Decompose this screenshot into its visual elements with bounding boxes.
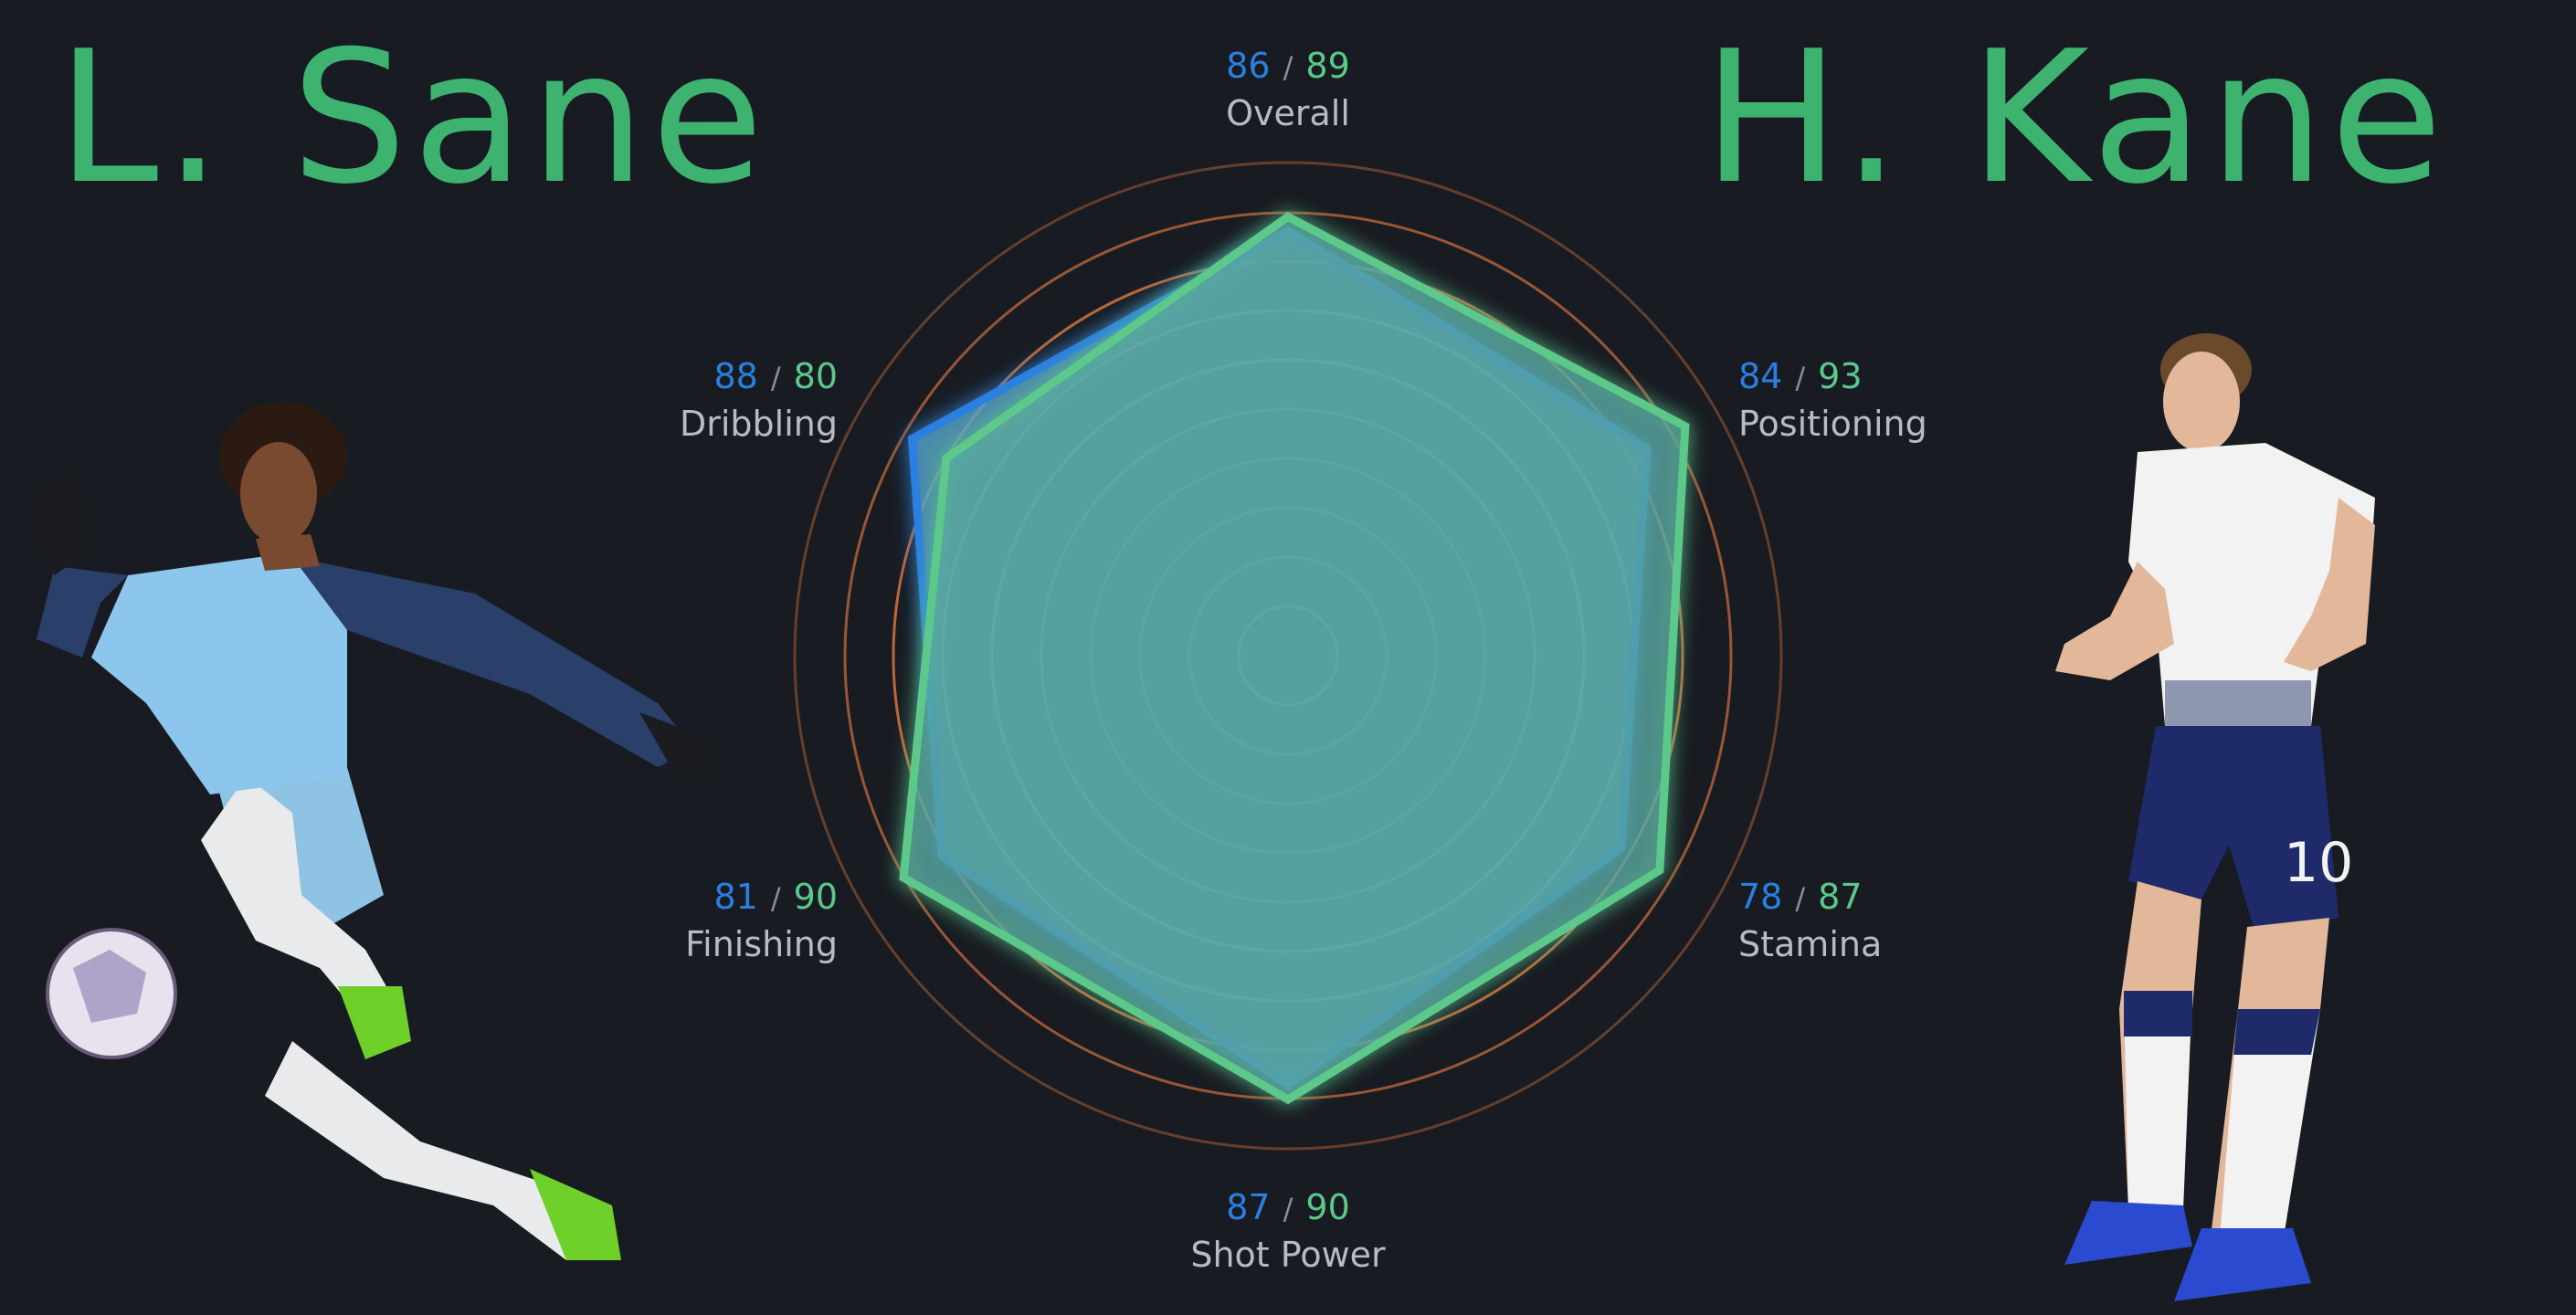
value-separator: / [1795,881,1806,916]
player1-value: 88 [713,356,758,396]
player1-value: 81 [713,877,758,917]
axis-label-positioning: 84 / 93 Positioning [1738,354,2104,447]
radar-polygons [899,212,1690,1105]
value-separator: / [1795,361,1806,395]
value-separator: / [1283,50,1293,85]
player2-photo: 10 [2055,333,2375,1301]
axis-values: 84 / 93 [1738,354,2104,400]
axis-label-overall: 86 / 89 Overall [1105,44,1471,137]
player2-value: 90 [793,877,838,917]
axis-values: 78 / 87 [1738,875,2104,920]
player2-value: 89 [1305,46,1350,86]
axis-name: Positioning [1738,404,1927,444]
player2-value: 93 [1818,356,1863,396]
player2-value: 80 [793,356,838,396]
player2-value: 90 [1305,1187,1350,1227]
player2-name: H. Kane [1702,12,2448,225]
axis-values: 87 / 90 [1105,1185,1471,1231]
player2-figure: 10 [2055,333,2375,1301]
value-separator: / [770,881,781,916]
axis-label-dribbling: 88 / 80 Dribbling [472,354,838,447]
axis-name: Overall [1226,93,1350,133]
player1-figure [27,402,722,1260]
axis-name: Shot Power [1190,1235,1386,1275]
axis-name: Stamina [1738,924,1883,964]
axis-label-finishing: 81 / 90 Finishing [472,875,838,968]
player1-photo [27,402,722,1260]
axis-values: 86 / 89 [1105,44,1471,89]
radar-ring-1 [793,161,1783,1151]
player1-value: 78 [1738,877,1783,917]
svg-text:10: 10 [2284,831,2353,895]
axis-values: 81 / 90 [472,875,839,920]
value-separator: / [1283,1192,1293,1226]
player1-value: 87 [1226,1187,1271,1227]
player1-value: 86 [1226,46,1271,86]
axis-name: Dribbling [679,404,838,444]
player1-name: L. Sane [57,12,769,225]
player2-value: 87 [1818,877,1863,917]
radar-series-2 [899,212,1690,1105]
axis-label-shot-power: 87 / 90 Shot Power [1105,1185,1471,1278]
value-separator: / [770,361,781,395]
axis-values: 88 / 80 [472,354,839,400]
axis-label-stamina: 78 / 87 Stamina [1738,875,2104,968]
player1-value: 84 [1738,356,1783,396]
axis-name: Finishing [685,924,838,964]
